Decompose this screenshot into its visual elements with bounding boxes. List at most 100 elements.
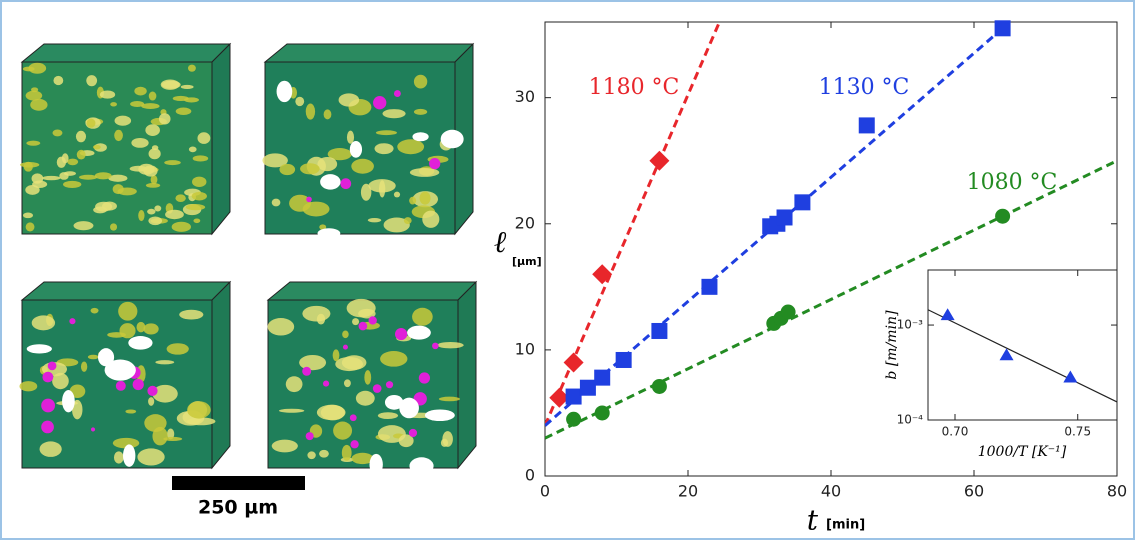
texture-blob: [42, 371, 54, 383]
texture-blob: [155, 360, 175, 365]
texture-blob: [289, 194, 311, 212]
texture-blob: [192, 176, 207, 188]
texture-blob: [167, 428, 175, 440]
texture-blob: [86, 75, 98, 87]
texture-blob: [322, 380, 330, 387]
x-tick-label: 0.70: [942, 425, 969, 439]
marker: [780, 304, 796, 320]
texture-blob: [147, 385, 158, 396]
x-tick-label: 0: [540, 482, 550, 501]
texture-blob: [152, 384, 178, 403]
texture-blob: [409, 196, 417, 205]
texture-blob: [393, 90, 401, 98]
texture-blob: [424, 409, 455, 422]
texture-blob: [316, 313, 326, 325]
texture-blob: [132, 378, 144, 391]
marker: [592, 264, 613, 285]
cube-side: [457, 280, 477, 470]
marker: [615, 351, 632, 368]
texture-blob: [41, 398, 56, 413]
marker: [563, 352, 584, 373]
y-tick-label: 30: [515, 87, 535, 106]
texture-blob: [59, 172, 69, 180]
texture-blob: [175, 194, 186, 202]
y-axis-label: b [m/min]: [884, 310, 900, 380]
texture-blob: [185, 204, 206, 211]
texture-blob: [271, 198, 281, 207]
texture-blob: [316, 404, 346, 421]
plot-area: [927, 269, 1118, 421]
texture-blob: [166, 343, 189, 355]
texture-blob: [145, 182, 161, 188]
marker: [776, 209, 793, 226]
texture-blob: [114, 115, 132, 126]
cube-front: [21, 61, 213, 235]
texture-blob: [158, 113, 171, 125]
texture-blob: [384, 394, 404, 410]
texture-blob: [56, 156, 66, 168]
cube-top: [20, 281, 232, 301]
x-tick-label: 20: [678, 482, 698, 501]
texture-blob: [349, 141, 363, 158]
texture-blob: [39, 441, 62, 457]
texture-blob: [76, 149, 86, 160]
y-tick-label: 10⁻⁴: [897, 413, 924, 427]
texture-blob: [440, 129, 464, 149]
marker: [651, 378, 667, 394]
texture-blob: [342, 344, 348, 350]
texture-blob: [306, 196, 312, 203]
texture-blob: [179, 309, 204, 320]
texture-blob: [323, 109, 332, 120]
texture-blob: [150, 174, 158, 185]
texture-blob: [188, 146, 197, 153]
texture-blob: [278, 408, 305, 413]
texture-blob: [154, 205, 162, 212]
texture-blob: [32, 180, 48, 188]
texture-blob: [320, 174, 341, 190]
marker: [940, 308, 955, 321]
texture-blob: [112, 437, 140, 449]
texture-blob: [94, 172, 112, 180]
texture-blob: [143, 323, 159, 335]
texture-blob: [148, 91, 157, 101]
texture-blob: [299, 354, 327, 371]
texture-blob: [350, 440, 359, 449]
texture-blob: [438, 396, 460, 402]
texture-blob: [108, 174, 128, 182]
series-label: 1180 °C: [589, 75, 680, 100]
renders: [19, 42, 478, 476]
texture-blob: [114, 129, 123, 142]
texture-blob: [67, 158, 79, 166]
texture-blob: [30, 98, 48, 111]
x-tick-label: 80: [1107, 482, 1127, 501]
texture-blob: [338, 93, 360, 107]
texture-blob: [110, 102, 117, 107]
texture-blob: [409, 457, 434, 475]
y-tick-label: 20: [515, 213, 535, 232]
texture-blob: [130, 100, 145, 107]
texture-blob: [193, 218, 201, 224]
texture-blob: [267, 318, 295, 336]
marker: [999, 348, 1014, 361]
texture-blob: [112, 184, 124, 195]
texture-blob: [398, 434, 414, 448]
texture-blob: [25, 90, 43, 101]
texture-blob: [399, 397, 419, 419]
texture-blob: [352, 318, 360, 326]
texture-blob: [52, 372, 69, 390]
texture-blob: [107, 332, 126, 338]
y-axis-unit: [μm]: [512, 255, 542, 268]
x-axis-label: 1000/T [K⁻¹]: [978, 444, 1067, 460]
texture-blob: [319, 449, 329, 458]
fit-line: [545, 159, 1117, 440]
texture-blob: [26, 344, 52, 354]
texture-blob: [374, 143, 394, 155]
texture-blob: [152, 426, 168, 446]
texture-blob: [419, 191, 431, 205]
texture-blob: [164, 160, 181, 166]
cube-side: [211, 280, 231, 470]
texture-blob: [341, 444, 352, 461]
y-tick-label: 10⁻³: [897, 318, 924, 332]
texture-blob: [187, 401, 211, 419]
